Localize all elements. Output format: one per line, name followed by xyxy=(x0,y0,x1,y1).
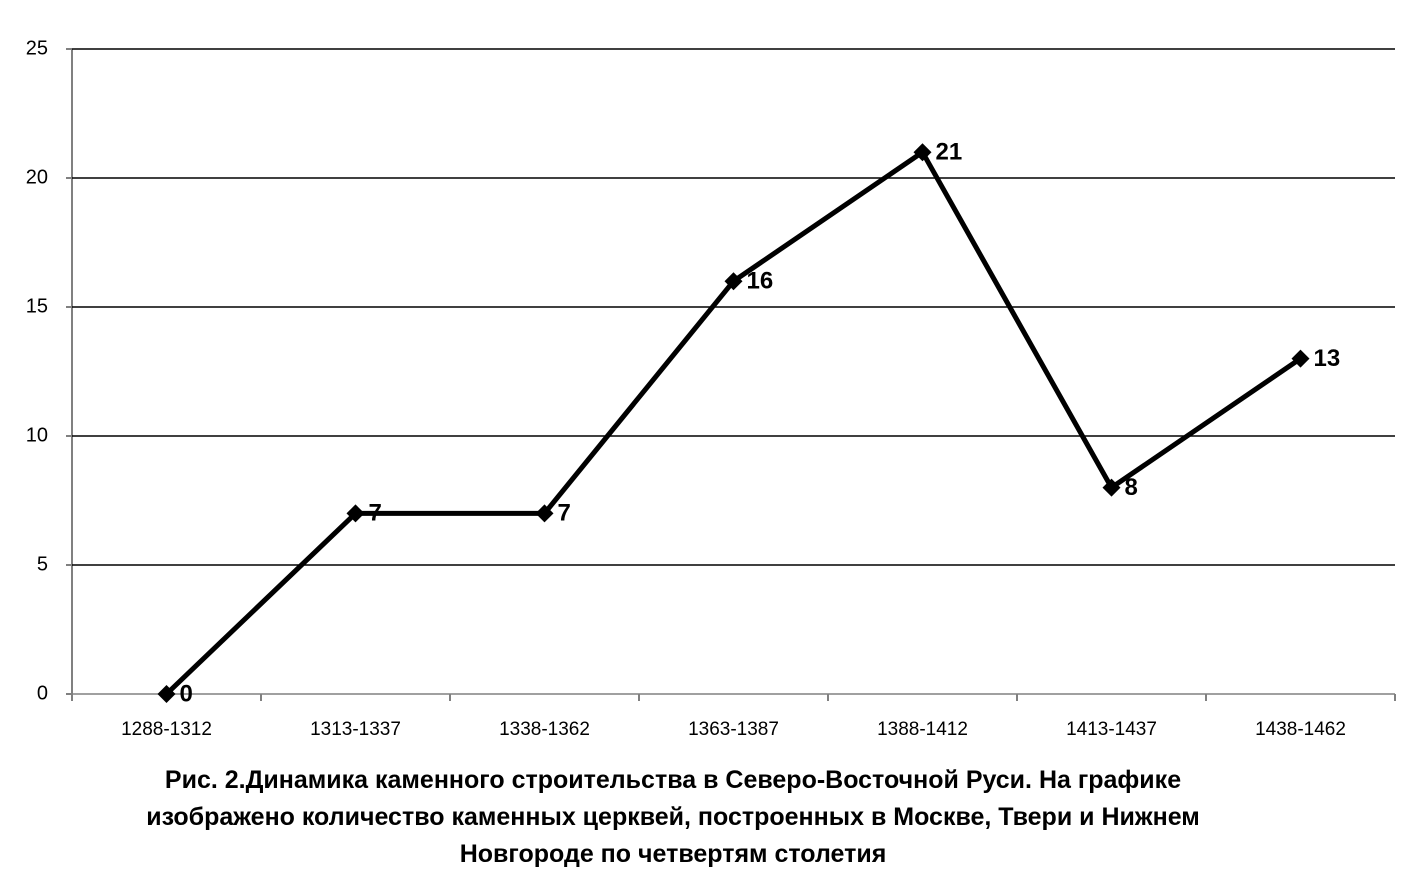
marker xyxy=(1291,349,1310,368)
y-tick-label: 0 xyxy=(37,682,48,704)
marker xyxy=(535,504,554,523)
data-label: 21 xyxy=(936,139,963,166)
x-tick-label: 1338-1362 xyxy=(499,719,590,740)
marker xyxy=(724,272,743,291)
chart: 0 5 10 15 20 25 1288-1312 1313-1337 1338-1362 136… xyxy=(26,37,1396,740)
data-label: 0 xyxy=(180,680,193,707)
data-label: 13 xyxy=(1314,345,1341,372)
data-label: 7 xyxy=(558,500,571,527)
x-tick-label: 1413-1437 xyxy=(1066,719,1157,740)
marker xyxy=(157,685,176,703)
y-tick-label: 5 xyxy=(37,553,48,575)
marker xyxy=(346,504,365,523)
marker xyxy=(913,143,932,162)
marker xyxy=(1102,478,1121,497)
y-tick-label: 15 xyxy=(26,295,48,317)
y-tick-label: 10 xyxy=(26,424,48,446)
y-tick-label: 20 xyxy=(26,166,48,188)
x-tick-label: 1438-1462 xyxy=(1255,719,1346,740)
data-label: 8 xyxy=(1125,474,1138,501)
data-line xyxy=(164,149,1302,696)
data-label: 16 xyxy=(747,268,774,295)
y-tick-label: 25 xyxy=(26,37,48,59)
x-tick-label: 1388-1412 xyxy=(877,719,968,740)
x-tick-label: 1288-1312 xyxy=(121,719,212,740)
chart-caption: Рис. 2.Динамика каменного строительства … xyxy=(146,766,1200,868)
x-tick-label: 1363-1387 xyxy=(688,719,779,740)
data-label: 7 xyxy=(369,500,382,527)
x-tick-label: 1313-1337 xyxy=(310,719,401,740)
